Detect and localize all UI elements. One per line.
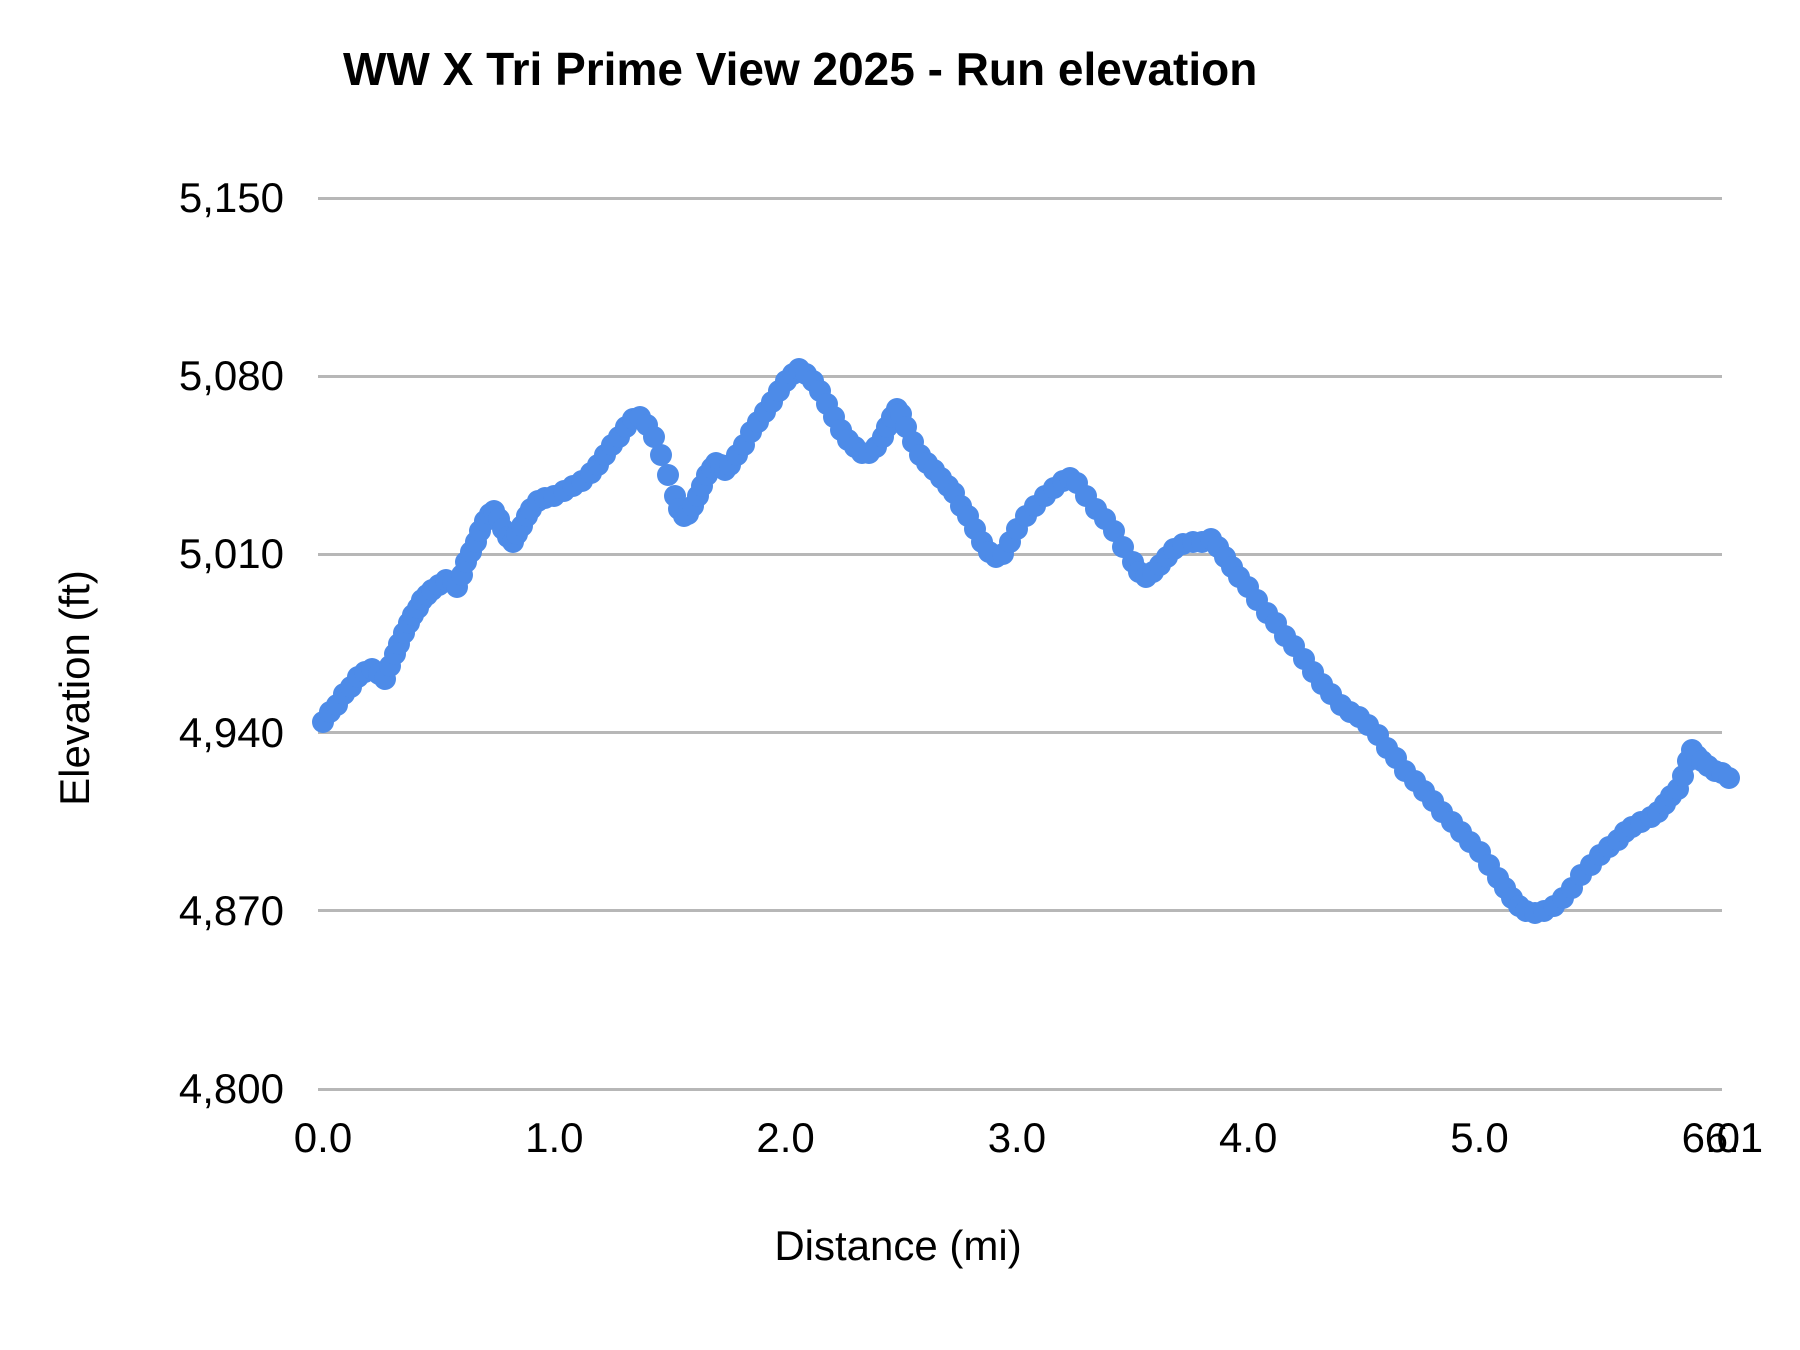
x-tick-label: 3.0: [987, 1114, 1047, 1161]
y-tick-label: 4,800: [178, 1065, 284, 1112]
x-axis-title: Distance (mi): [774, 1222, 1022, 1269]
y-tick-label: 5,150: [178, 174, 284, 221]
gridline-4,870: [318, 909, 1722, 913]
y-tick-label: 5,010: [178, 530, 284, 578]
y-axis-title: Elevation (ft): [51, 570, 98, 806]
x-tick-label: 6.0: [1681, 1114, 1740, 1161]
data-point: [649, 444, 672, 467]
x-tick-label: 6.1: [1704, 1114, 1764, 1161]
gridline-4,940: [318, 731, 1722, 735]
y-tick-label: 5,080: [178, 352, 284, 400]
data-point: [656, 464, 679, 487]
gridline-5,010: [318, 552, 1722, 556]
data-point: [642, 426, 665, 449]
chart-title: WW X Tri Prime View 2025 - Run elevation: [343, 43, 1258, 95]
gridline-5,080: [318, 374, 1722, 378]
x-tick-label: 0.0: [293, 1114, 353, 1161]
y-tick-label: 4,940: [178, 708, 284, 756]
x-tick-label: 2.0: [756, 1114, 815, 1161]
gridline-5,150: [318, 196, 1722, 200]
gridline-4,800: [318, 1087, 1722, 1091]
x-tick-label: 1.0: [525, 1114, 584, 1161]
data-point: [1718, 767, 1741, 790]
x-tick-label: 4.0: [1218, 1114, 1278, 1161]
x-tick-label: 5.0: [1450, 1114, 1509, 1161]
y-tick-label: 4,870: [178, 886, 284, 934]
